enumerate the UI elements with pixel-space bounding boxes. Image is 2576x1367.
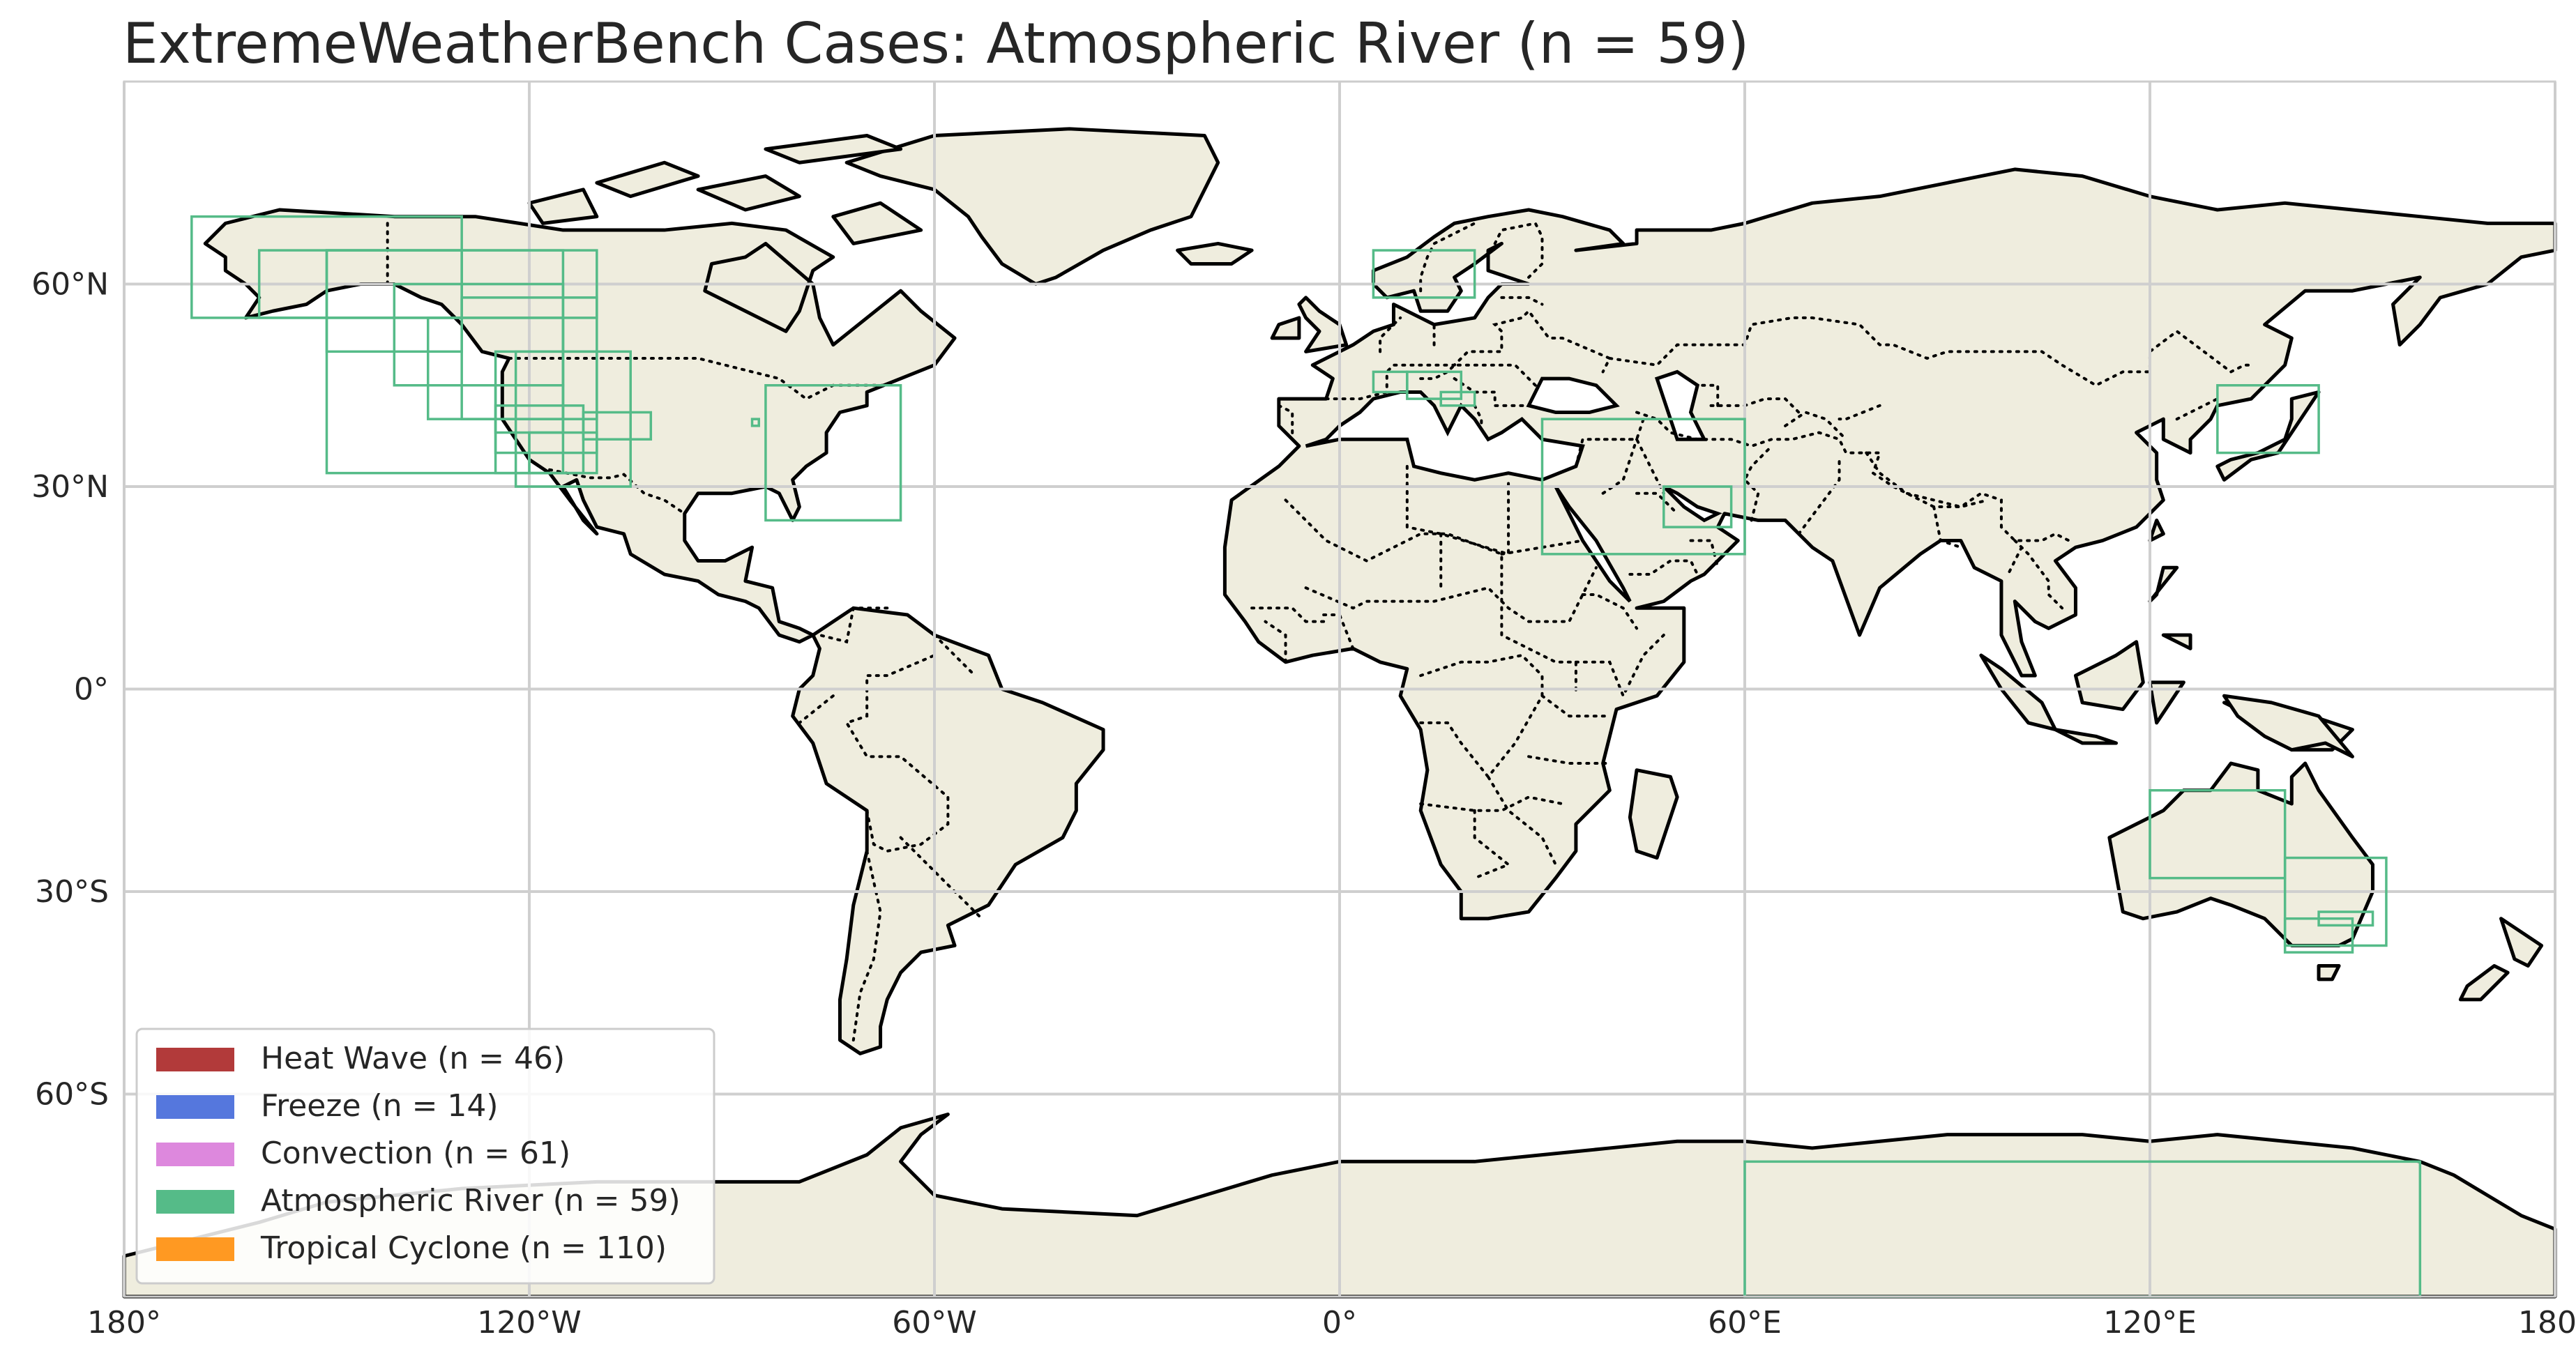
longitude-tick-label: 120°W bbox=[477, 1305, 582, 1341]
longitude-tick-label: 180° bbox=[2518, 1305, 2576, 1341]
land-persian-gulf-gap bbox=[1664, 487, 1718, 520]
land-black-sea-gap bbox=[1529, 379, 1616, 412]
atmospheric-river-case-boxes bbox=[190, 215, 2422, 1298]
land-north-america bbox=[205, 210, 955, 642]
longitude-tick-label: 180° bbox=[87, 1305, 161, 1341]
map-axes bbox=[123, 80, 2556, 1298]
latitude-tick-label: 30°S bbox=[35, 874, 109, 910]
case-box bbox=[1439, 390, 1476, 407]
latitude-tick-labels: 60°N 30°N 0° 30°S 60°S bbox=[31, 267, 109, 1113]
land-mediterranean-gap bbox=[1306, 392, 1583, 480]
legend-box bbox=[135, 1028, 715, 1285]
legend-swatch bbox=[156, 1048, 234, 1071]
land-arctic-islands bbox=[529, 135, 921, 243]
case-box bbox=[750, 418, 760, 427]
legend-swatch bbox=[156, 1237, 234, 1261]
latitude-tick-label: 0° bbox=[74, 672, 109, 708]
land-greenland bbox=[847, 129, 1218, 284]
legend-label: Atmospheric River (n = 59) bbox=[261, 1183, 681, 1219]
legend-swatch bbox=[156, 1143, 234, 1166]
map-frame bbox=[123, 80, 2556, 1298]
legend: Heat Wave (n = 46) Freeze (n = 14) Convect… bbox=[135, 1028, 715, 1285]
latitude-tick-label: 30°N bbox=[31, 469, 109, 505]
border-us-mexico bbox=[550, 470, 685, 514]
case-box bbox=[2216, 384, 2320, 455]
legend-items: Heat Wave (n = 46) Freeze (n = 14) Convect… bbox=[156, 1041, 681, 1266]
case-box bbox=[2317, 910, 2374, 927]
case-box bbox=[1406, 370, 1463, 400]
case-box bbox=[2149, 789, 2287, 880]
case-box bbox=[2283, 856, 2388, 947]
figure-title: ExtremeWeatherBench Cases: Atmospheric R… bbox=[123, 11, 1749, 76]
legend-swatch bbox=[156, 1190, 234, 1214]
land-australia bbox=[2109, 763, 2373, 979]
case-box bbox=[1372, 249, 1476, 299]
longitude-tick-labels: 180° 120°W 60°W 0° 60°E 120°E 180° bbox=[87, 1305, 2576, 1341]
land-southeast-asia-islands bbox=[1981, 520, 2353, 749]
longitude-tick-label: 120°E bbox=[2103, 1305, 2197, 1341]
case-box bbox=[494, 384, 565, 434]
longitude-tick-label: 60°E bbox=[1708, 1305, 1782, 1341]
land-new-guinea bbox=[2224, 696, 2352, 756]
legend-label: Freeze (n = 14) bbox=[261, 1088, 499, 1124]
longitude-tick-label: 60°W bbox=[892, 1305, 977, 1341]
borders-asia bbox=[1576, 318, 2251, 608]
land-new-zealand bbox=[2460, 919, 2541, 1000]
land-british-isles bbox=[1272, 298, 1347, 351]
case-box bbox=[582, 411, 653, 441]
country-borders-layer bbox=[388, 223, 2252, 1040]
land-arabian-peninsula-red-sea-gap bbox=[1556, 487, 1630, 602]
legend-label: Tropical Cyclone (n = 110) bbox=[260, 1230, 667, 1266]
case-box bbox=[514, 350, 632, 488]
longitude-tick-label: 0° bbox=[1322, 1305, 1357, 1341]
legend-label: Heat Wave (n = 46) bbox=[261, 1041, 565, 1076]
land-africa-eurasia bbox=[1225, 169, 2555, 919]
legend-label: Convection (n = 61) bbox=[261, 1136, 570, 1171]
legend-swatch bbox=[156, 1095, 234, 1119]
land-madagascar bbox=[1630, 770, 1677, 858]
land-south-america bbox=[793, 608, 1103, 1053]
borders-india-china bbox=[1866, 453, 1987, 548]
latitude-tick-label: 60°N bbox=[31, 267, 109, 303]
land-iceland bbox=[1178, 243, 1252, 264]
latitude-tick-label: 60°S bbox=[35, 1077, 109, 1113]
case-box bbox=[1662, 485, 1733, 528]
case-box bbox=[1540, 418, 1746, 556]
borders-south-america bbox=[799, 608, 981, 1040]
case-box bbox=[764, 384, 902, 522]
